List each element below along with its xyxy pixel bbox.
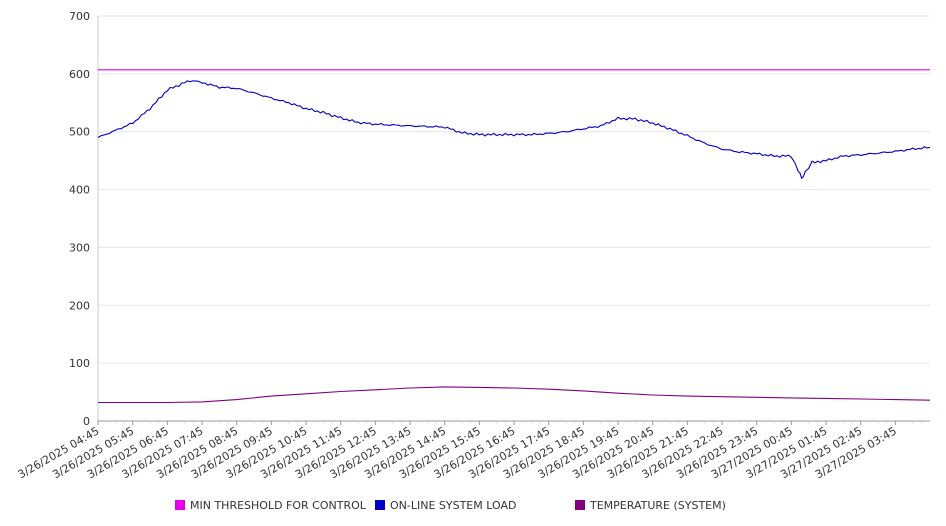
series-lines (97, 69, 931, 404)
y-tick-label: 100 (69, 357, 90, 370)
legend-label-system-load: ON-LINE SYSTEM LOAD (390, 498, 517, 512)
axes (97, 16, 930, 425)
legend-item-temperature[interactable]: TEMPERATURE (SYSTEM) (575, 498, 726, 512)
series-line-system-load (97, 80, 931, 180)
y-tick-label: 400 (69, 184, 90, 197)
legend-swatch-min-threshold (175, 500, 185, 510)
y-tick-label: 600 (69, 68, 90, 81)
y-tick-labels: 0 100 200 300 400 500 600 700 (69, 10, 90, 428)
x-tick-labels: 3/26/2025 04:453/26/2025 05:453/26/2025 … (16, 424, 899, 481)
y-tick-label: 0 (83, 415, 90, 428)
y-tick-label: 500 (69, 126, 90, 139)
legend-item-min-threshold[interactable]: MIN THRESHOLD FOR CONTROL (175, 498, 366, 512)
y-tick-label: 300 (69, 241, 90, 254)
legend: MIN THRESHOLD FOR CONTROL ON-LINE SYSTEM… (0, 498, 946, 516)
legend-swatch-system-load (375, 500, 385, 510)
legend-swatch-temperature (575, 500, 585, 510)
legend-label-temperature: TEMPERATURE (SYSTEM) (590, 498, 726, 512)
series-line-temperature (98, 386, 931, 404)
legend-item-system-load[interactable]: ON-LINE SYSTEM LOAD (375, 498, 516, 512)
legend-label-min-threshold: MIN THRESHOLD FOR CONTROL (190, 498, 366, 512)
y-tick-label: 200 (69, 299, 90, 312)
y-tick-label: 700 (69, 10, 90, 23)
grid-lines (98, 15, 930, 364)
